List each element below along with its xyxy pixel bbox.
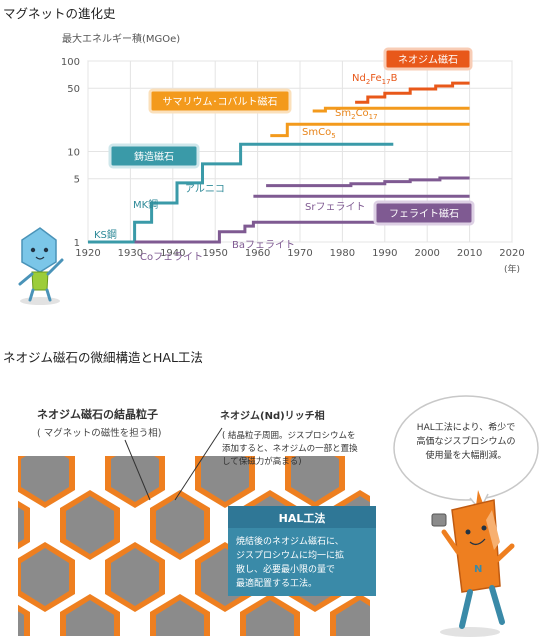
y-tick-label: 10 (67, 148, 80, 159)
x-tick-label: 2000 (414, 248, 439, 259)
svg-text:最適配置する工法。: 最適配置する工法。 (236, 577, 317, 589)
svg-text:サマリウム･コバルト磁石: サマリウム･コバルト磁石 (163, 95, 278, 108)
series-line (88, 142, 394, 244)
svg-text:N: N (474, 564, 482, 575)
box-samarium-cobalt: サマリウム･コバルト磁石 (148, 88, 292, 114)
svg-text:高価なジスプロシウムの: 高価なジスプロシウムの (416, 435, 515, 447)
svg-text:ジスプロシウムに均一に拡: ジスプロシウムに均一に拡 (236, 549, 344, 561)
svg-text:HAL工法により、希少で: HAL工法により、希少で (417, 421, 515, 433)
svg-text:散し、必要最小限の量で: 散し、必要最小限の量で (236, 563, 335, 575)
label-ks-steel: KS鋼 (94, 228, 117, 241)
label-ndfeb: Nd2Fe17B (352, 73, 398, 86)
svg-text:HAL工法: HAL工法 (279, 511, 326, 525)
grain-pointer (124, 439, 151, 501)
svg-text:フェライト磁石: フェライト磁石 (389, 207, 459, 220)
x-tick-label: 1960 (245, 248, 270, 259)
chart-series (88, 81, 470, 244)
label-mk-steel: MK鋼 (133, 198, 158, 211)
y-tick-label: 1 (74, 238, 80, 249)
x-tick-label: 1930 (118, 248, 143, 259)
label-alnico: アルニコ (185, 184, 225, 195)
x-tick-label: 1920 (75, 248, 100, 259)
microstructure-diagram: ネオジム磁石の結晶粒子 ( マグネットの磁性を担う相) ネオジム(Nd)リッチ相… (18, 395, 539, 637)
svg-text:焼結後のネオジム磁石に、: 焼結後のネオジム磁石に、 (236, 535, 344, 547)
x-tick-label: 2010 (457, 248, 482, 259)
chart-ticks: 1920 1930 1940 1950 1960 1970 1980 1990 2000 2010… (61, 57, 525, 275)
y-tick-label: 100 (61, 57, 80, 68)
grain-sublabel: ( マグネットの磁性を担う相) (37, 427, 161, 439)
y-tick-label: 5 (74, 175, 80, 186)
speech-bubble: HAL工法により、希少で 高価なジスプロシウムの 使用量を大幅削減。 (393, 395, 539, 512)
nd-rich-label: ネオジム(Nd)リッチ相 (220, 409, 325, 422)
svg-text:鋳造磁石: 鋳造磁石 (134, 150, 174, 163)
svg-text:ネオジム磁石: ネオジム磁石 (398, 53, 458, 66)
hal-method-box: HAL工法 焼結後のネオジム磁石に、 ジスプロシウムに均一に拡 散し、必要最小限… (228, 506, 376, 596)
section-title-microstructure: ネオジム磁石の微細構造とHAL工法 (3, 350, 203, 365)
x-tick-label: 1990 (372, 248, 397, 259)
nd-rich-note-1: ( 結晶粒子周囲。ジスプロシウムを (222, 430, 356, 441)
nd-rich-note-2: 添加すると、ネオジムの一部と置換 (222, 443, 358, 454)
nd-rich-pointer (174, 427, 223, 501)
magnet-history-chart: 最大エネルギー積(MGOe) 1920 1930 1940 1950 1960 1970 1… (18, 32, 525, 305)
mascot-magnet-icon: N (431, 490, 515, 637)
page-title: マグネットの進化史 (3, 6, 116, 21)
box-cast-magnet: 鋳造磁石 (108, 143, 200, 169)
series-line (266, 176, 470, 188)
nd-rich-note-3: して保磁力が高まる) (222, 456, 302, 467)
x-tick-label: 1970 (287, 248, 312, 259)
x-tick-label: 2020 (499, 248, 524, 259)
label-smco5: SmCo5 (302, 127, 336, 140)
y-axis-label: 最大エネルギー積(MGOe) (62, 32, 180, 45)
series-line (270, 122, 470, 138)
series-line (134, 220, 470, 244)
label-sr-ferrite: Srフェライト (305, 201, 365, 213)
series-line (312, 106, 470, 113)
label-sm2co17: Sm2Co17 (335, 108, 378, 121)
x-tick-label: 1980 (330, 248, 355, 259)
grain-label: ネオジム磁石の結晶粒子 (37, 407, 158, 421)
label-co-ferrite: Coフェライト (140, 251, 203, 263)
mascot-bolt-icon (18, 227, 64, 305)
x-tick-label: 1940 (160, 248, 185, 259)
x-unit-label: (年) (504, 263, 520, 275)
box-neodymium: ネオジム磁石 (383, 47, 473, 71)
y-tick-label: 50 (67, 84, 80, 95)
label-ba-ferrite: Baフェライト (232, 239, 295, 251)
box-ferrite: フェライト磁石 (373, 200, 475, 226)
x-tick-label: 1950 (202, 248, 227, 259)
series-line (355, 81, 470, 104)
svg-text:使用量を大幅削減。: 使用量を大幅削減。 (425, 449, 506, 461)
